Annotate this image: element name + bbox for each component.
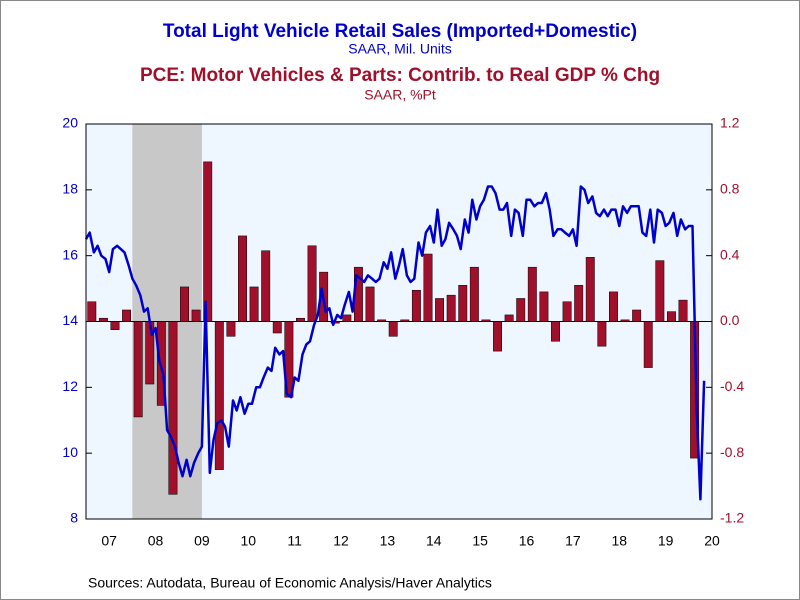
bar xyxy=(666,311,676,322)
bar xyxy=(133,321,143,418)
bar xyxy=(516,298,526,322)
bar xyxy=(643,321,653,368)
bar xyxy=(110,321,120,330)
x-tick-label: 08 xyxy=(148,533,164,549)
bar xyxy=(411,289,421,322)
x-tick-label: 19 xyxy=(658,533,674,549)
bar xyxy=(203,161,213,322)
line-title: Total Light Vehicle Retail Sales (Import… xyxy=(163,21,637,42)
bar xyxy=(122,309,132,322)
x-tick-label: 07 xyxy=(101,533,117,549)
bar xyxy=(272,321,282,334)
bar xyxy=(585,257,595,322)
bar xyxy=(469,266,479,322)
x-tick-label: 11 xyxy=(287,533,302,549)
y2-tick-label: 1.2 xyxy=(720,115,740,131)
bar xyxy=(87,301,97,322)
y2-tick-label: -1.2 xyxy=(720,510,744,526)
bar xyxy=(191,309,201,322)
bar xyxy=(551,321,560,342)
bar xyxy=(609,291,618,322)
bar xyxy=(493,321,502,352)
bar xyxy=(98,317,108,322)
bar xyxy=(423,253,433,322)
x-tick-label: 16 xyxy=(519,533,535,549)
bar xyxy=(400,319,410,322)
bar xyxy=(655,260,665,322)
bar xyxy=(435,298,445,322)
bar xyxy=(620,319,630,322)
line xyxy=(84,185,706,501)
y-tick-label: 8 xyxy=(70,510,78,526)
bar xyxy=(261,250,271,322)
x-tick-label: 17 xyxy=(565,533,581,549)
y-tick-label: 18 xyxy=(62,181,78,197)
bar xyxy=(504,314,514,322)
bar xyxy=(226,321,236,337)
bar xyxy=(597,321,607,347)
bar xyxy=(632,309,642,322)
bar xyxy=(342,314,352,322)
bar xyxy=(458,285,468,322)
x-tick-label: 20 xyxy=(704,533,720,549)
bar xyxy=(249,286,259,322)
bar xyxy=(527,266,537,322)
bar xyxy=(574,285,584,322)
bar xyxy=(377,319,387,322)
bar xyxy=(214,321,224,470)
y2-tick-label: -0.4 xyxy=(720,378,744,394)
x-tick-label: 15 xyxy=(472,533,488,549)
x-tick-label: 10 xyxy=(241,533,257,549)
bar xyxy=(238,235,247,322)
x-tick-label: 09 xyxy=(194,533,210,549)
bar-unit: SAAR, %Pt xyxy=(364,87,436,103)
line-unit: SAAR, Mil. Units xyxy=(348,41,451,57)
bar-title: PCE: Motor Vehicles & Parts: Contrib. to… xyxy=(140,65,660,86)
bar xyxy=(388,321,398,337)
bar xyxy=(539,291,549,322)
bar xyxy=(446,294,456,322)
y2-tick-label: 0.4 xyxy=(720,246,740,262)
bar xyxy=(562,301,572,322)
bar xyxy=(481,319,491,322)
bar xyxy=(307,245,317,322)
y-tick-label: 16 xyxy=(62,246,78,262)
x-tick-label: 18 xyxy=(611,533,627,549)
x-tick-label: 14 xyxy=(426,533,442,549)
bar xyxy=(296,317,305,322)
y-tick-label: 14 xyxy=(62,312,78,328)
y2-tick-label: 0.0 xyxy=(720,312,740,328)
x-tick-label: 12 xyxy=(333,533,349,549)
y2-tick-label: 0.8 xyxy=(720,181,740,197)
y-tick-label: 10 xyxy=(62,444,78,460)
plot-border xyxy=(85,123,713,520)
sources: Sources: Autodata, Bureau of Economic An… xyxy=(88,575,492,591)
bar xyxy=(168,321,178,495)
bar xyxy=(678,299,688,322)
bar xyxy=(180,286,189,322)
x-tick-label: 13 xyxy=(380,533,396,549)
y-tick-label: 12 xyxy=(62,378,78,394)
y2-tick-label: -0.8 xyxy=(720,444,744,460)
bar xyxy=(365,286,375,322)
y-tick-label: 20 xyxy=(62,115,78,131)
